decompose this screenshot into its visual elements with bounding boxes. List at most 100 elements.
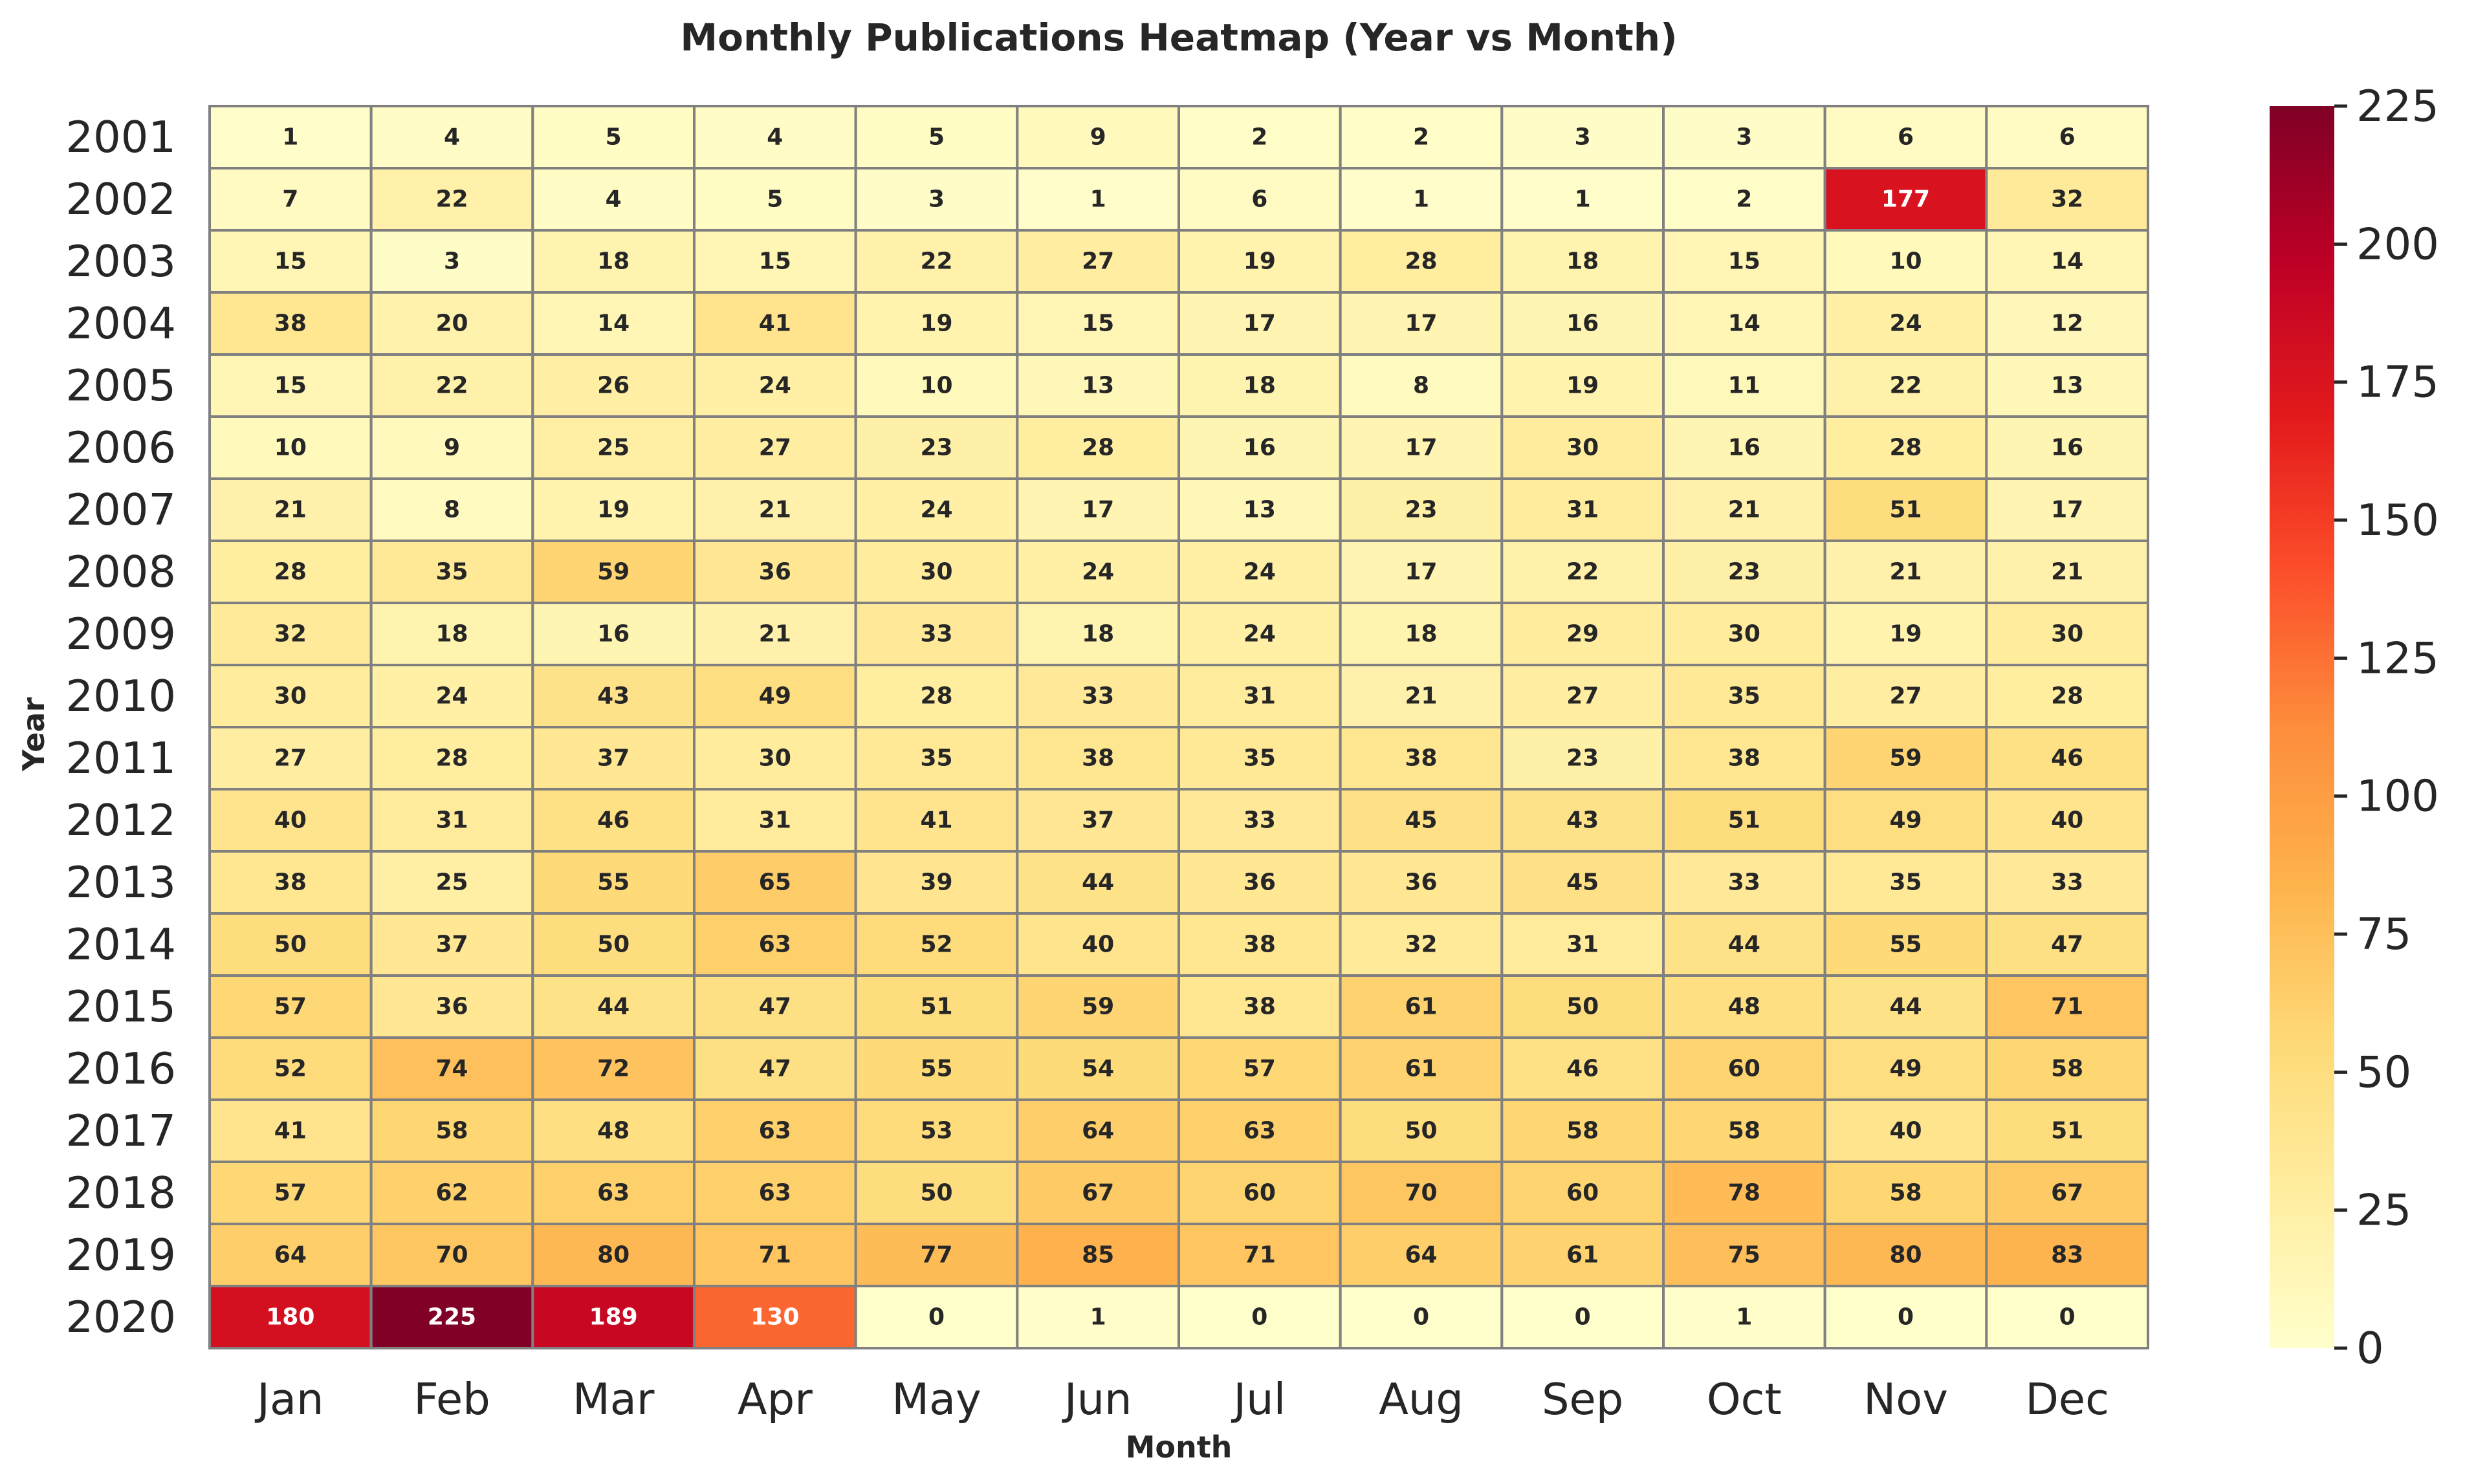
heatmap-cell-value: 54 [1082,1056,1114,1082]
heatmap-cell [693,1223,857,1287]
heatmap-cell-value: 23 [1728,559,1760,585]
heatmap-cell-value: 63 [597,1180,630,1206]
heatmap-cell-value: 15 [759,248,791,275]
heatmap-cell [1500,850,1665,915]
heatmap-cell-value: 40 [2051,807,2083,834]
heatmap-cell [1178,353,1342,418]
heatmap-cell [1823,1098,1988,1163]
y-tick-label: 2008 [65,547,176,597]
heatmap-cell-value: 48 [1728,994,1760,1020]
heatmap-cell [1339,726,1504,791]
heatmap-cell [369,912,534,977]
heatmap-cell-value: 1 [1090,186,1106,213]
heatmap-cell [369,1161,534,1225]
heatmap-cell [369,540,534,604]
heatmap-cell-value: 35 [1728,683,1760,710]
heatmap-cell-value: 55 [597,869,630,896]
heatmap-cell-value: 1 [1413,186,1429,213]
heatmap-cell-value: 17 [1243,311,1276,337]
heatmap-cell-value: 6 [1251,186,1267,213]
heatmap-cell-value: 27 [1889,683,1922,710]
y-tick-label: 2006 [65,422,176,473]
heatmap-cell [1823,602,1988,666]
heatmap-cell [1985,540,2149,604]
heatmap-cell-value: 0 [928,1304,945,1331]
x-tick-label: Jul [1231,1374,1286,1424]
heatmap-cell [1823,788,1988,853]
heatmap-cell-value: 37 [435,932,468,958]
heatmap-cell [1985,291,2149,356]
heatmap-cell-value: 15 [274,248,307,275]
heatmap-cell-value: 32 [2051,186,2083,213]
heatmap-cell-value: 36 [1405,869,1437,896]
heatmap-cell-value: 41 [920,807,952,834]
heatmap-cell [1339,415,1504,480]
heatmap-cell-value: 48 [597,1118,630,1144]
heatmap-cell [1339,1223,1504,1287]
heatmap-cell [693,353,857,418]
heatmap-cell-value: 8 [444,497,460,523]
y-tick-label: 2001 [65,112,176,162]
heatmap-cell-value: 1 [1575,186,1591,213]
heatmap-cell-value: 17 [1082,497,1114,523]
heatmap-cell [1016,1223,1181,1287]
heatmap-cell [854,1161,1019,1225]
heatmap-cell-value: 10 [1889,248,1922,275]
y-tick-label: 2020 [65,1292,176,1342]
heatmap-cell [1016,726,1181,791]
heatmap-cell-value: 28 [435,745,468,772]
heatmap-cell [208,540,373,604]
y-axis-tick-labels: 2001 2002 2003 2004 2005 2006 2007 2008 2009 2010… [65,112,176,1342]
heatmap-cell-value: 83 [2051,1242,2083,1269]
y-tick-label: 2010 [65,671,176,721]
heatmap-cell [1985,105,2149,169]
heatmap-cell-value: 49 [759,683,791,710]
y-tick-label: 2015 [65,981,176,1032]
y-tick-label: 2012 [65,795,176,846]
heatmap-cell-value: 11 [1728,373,1760,399]
heatmap-cell-value: 58 [1566,1118,1599,1144]
heatmap-cell-value: 16 [1566,311,1599,337]
heatmap-cell-value: 38 [1243,994,1276,1020]
heatmap-cell-value: 38 [1243,932,1276,958]
heatmap-cell [1662,1098,1826,1163]
heatmap-cell [369,353,534,418]
heatmap-cell-value: 27 [1082,248,1114,275]
heatmap-cell-value: 36 [435,994,468,1020]
heatmap-cell [1016,1285,1181,1349]
heatmap-cell-value: 59 [597,559,630,585]
heatmap-cell-value: 0 [1413,1304,1429,1331]
heatmap-cell-value: 40 [274,807,307,834]
heatmap-cell-value: 52 [274,1056,307,1082]
heatmap-cell-value: 53 [920,1118,952,1144]
heatmap-cell-value: 40 [1889,1118,1922,1144]
heatmap-cell [1500,1285,1665,1349]
heatmap-cell-value: 26 [597,373,630,399]
heatmap-cell-value: 58 [1728,1118,1760,1144]
heatmap-cell [1985,1161,2149,1225]
heatmap-cell-value: 14 [2051,248,2083,275]
heatmap-cell-value: 61 [1405,994,1437,1020]
heatmap-cell [369,167,534,232]
heatmap-cell-value: 41 [274,1118,307,1144]
heatmap-cell-value: 50 [274,932,307,958]
heatmap-cell [1985,788,2149,853]
heatmap-cell [1662,291,1826,356]
heatmap-cell-value: 28 [274,559,307,585]
heatmap-cell-value: 19 [1566,373,1599,399]
heatmap-cell-value: 22 [1889,373,1922,399]
heatmap-cell [693,912,857,977]
heatmap-cell-value: 15 [1728,248,1760,275]
heatmap-cell-value: 3 [1736,124,1752,151]
heatmap-cell [854,291,1019,356]
heatmap-cell-value: 2 [1251,124,1267,151]
heatmap-cell-value: 61 [1405,1056,1437,1082]
y-tick-label: 2014 [65,919,176,970]
heatmap-cell-value: 50 [597,932,630,958]
heatmap-cell [1178,1285,1342,1349]
heatmap-cell-value: 28 [1082,435,1114,461]
heatmap-cell-value: 50 [1405,1118,1437,1144]
heatmap-cell-value: 12 [2051,311,2083,337]
x-tick-label: Feb [413,1374,490,1424]
heatmap-cell-value: 8 [1413,373,1429,399]
